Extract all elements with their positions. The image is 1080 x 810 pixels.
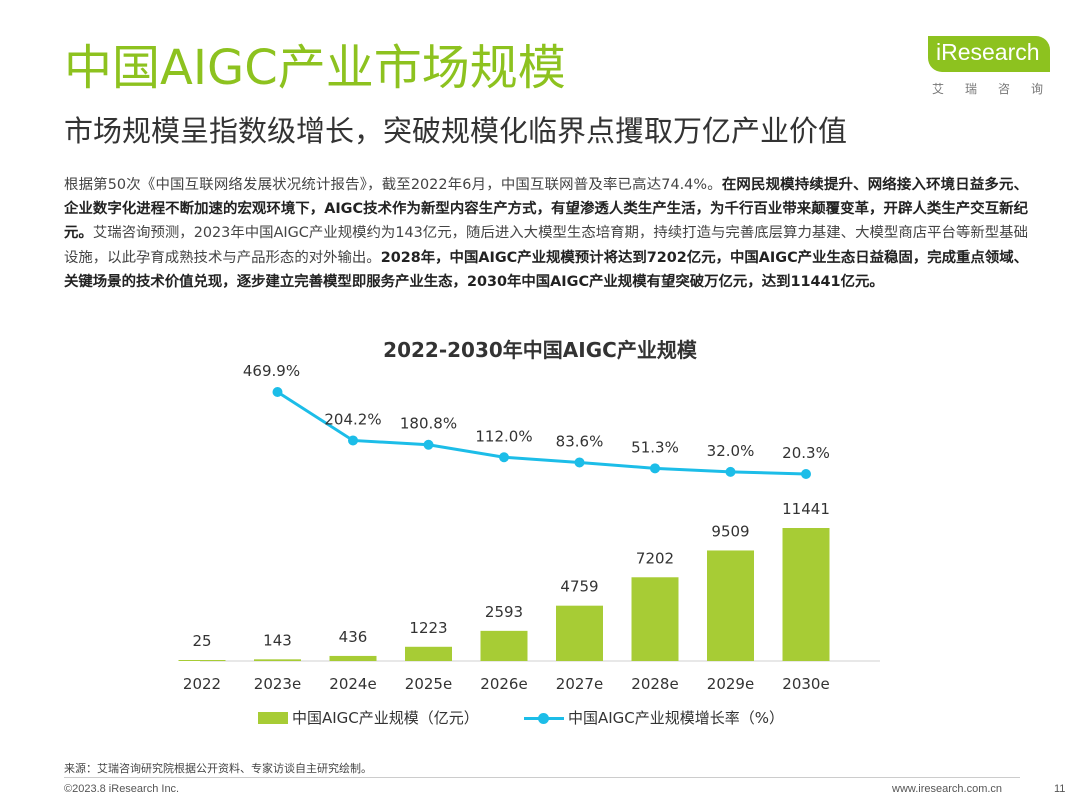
legend-line-swatch bbox=[524, 712, 564, 724]
growth-point-2027e bbox=[574, 457, 585, 468]
bar-label-2030e: 11441 bbox=[782, 500, 830, 518]
bar-2028e bbox=[631, 577, 679, 661]
growth-label-2029e: 32.0% bbox=[707, 442, 755, 460]
chart-title: 2022-2030年中国AIGC产业规模 bbox=[383, 338, 697, 362]
logo-badge: iResearch bbox=[928, 36, 1050, 72]
legend-item-bar: 中国AIGC产业规模（亿元） bbox=[258, 707, 479, 728]
chart-legend: 中国AIGC产业规模（亿元） 中国AIGC产业规模增长率（%） bbox=[0, 707, 1080, 731]
bar-2027e bbox=[556, 605, 603, 661]
growth-label-2024e: 204.2% bbox=[324, 410, 381, 428]
growth-rate-line bbox=[276, 390, 807, 476]
chart-area: 25 2022 143 2023e 436 2024e 1223 2025e 2593 2026e… bbox=[178, 362, 880, 693]
footer-divider bbox=[64, 777, 1020, 778]
copyright: ©2023.8 iResearch Inc. bbox=[64, 783, 180, 795]
growth-point-2030e bbox=[801, 469, 811, 479]
x-tick-2027e: 2027e bbox=[556, 675, 603, 693]
legend-bar-label: 中国AIGC产业规模（亿元） bbox=[292, 709, 479, 727]
growth-point-2026e bbox=[499, 452, 509, 463]
growth-point-2029e bbox=[725, 466, 736, 477]
bar-label-2023e: 143 bbox=[263, 631, 292, 649]
x-tick-2026e: 2026e bbox=[480, 675, 527, 693]
page-title: 中国AIGC产业市场规模 bbox=[64, 40, 566, 96]
page-number: 11 bbox=[1054, 783, 1066, 795]
bar-2029e bbox=[707, 550, 754, 661]
source-note: 来源：艾瑞咨询研究院根据公开资料、专家访谈自主研究绘制。 bbox=[64, 762, 372, 775]
bar-label-2025e: 1223 bbox=[409, 619, 447, 637]
bar-2026e bbox=[480, 630, 528, 661]
bar-label-2028e: 7202 bbox=[636, 549, 674, 567]
x-tick-2029e: 2029e bbox=[707, 675, 754, 693]
logo-subtext: 艾瑞咨询 bbox=[932, 82, 1065, 96]
x-tick-2024e: 2024e bbox=[329, 675, 376, 693]
legend-bar-swatch bbox=[258, 711, 288, 724]
growth-label-2028e: 51.3% bbox=[631, 438, 679, 456]
body-sentence-1: 根据第50次《中国互联网络发展状况统计报告》，截至2022年6月，中国互联网普及… bbox=[64, 177, 722, 193]
x-tick-2022: 2022 bbox=[183, 675, 221, 693]
bar-label-2024e: 436 bbox=[339, 628, 368, 646]
bar-label-2022: 25 bbox=[192, 632, 211, 650]
bar-2022 bbox=[178, 660, 226, 661]
growth-label-2027e: 83.6% bbox=[556, 432, 604, 450]
bar-2023e bbox=[254, 659, 301, 661]
growth-label-2025e: 180.8% bbox=[400, 415, 457, 433]
page-subtitle: 市场规模呈指数级增长，突破规模化临界点攫取万亿产业价值 bbox=[64, 114, 848, 148]
x-tick-2023e: 2023e bbox=[254, 675, 301, 693]
growth-point-2025e bbox=[423, 439, 434, 450]
bar-label-2029e: 9509 bbox=[711, 522, 749, 540]
legend-item-line: 中国AIGC产业规模增长率（%） bbox=[524, 707, 784, 728]
growth-label-2030e: 20.3% bbox=[782, 444, 830, 462]
logo-text: iResearch bbox=[936, 39, 1040, 65]
growth-label-2023e: 469.9% bbox=[243, 362, 300, 380]
website-link[interactable]: www.iresearch.com.cn bbox=[892, 783, 1003, 795]
bar-2025e bbox=[405, 646, 452, 661]
growth-label-2026e: 112.0% bbox=[475, 427, 532, 445]
growth-point-2024e bbox=[348, 435, 358, 446]
iresearch-logo: iResearch 艾瑞咨询 bbox=[928, 36, 1050, 96]
x-tick-2028e: 2028e bbox=[631, 675, 678, 693]
bar-label-2027e: 4759 bbox=[560, 578, 598, 596]
x-tick-2030e: 2030e bbox=[782, 675, 829, 693]
legend-line-label: 中国AIGC产业规模增长率（%） bbox=[568, 709, 785, 727]
body-sentence-2: 在网民规模持续提升、网络接入环境日益多元、企业数字化进程不断加速的宏观环境下，A… bbox=[64, 177, 1028, 242]
body-sentence-3: 艾瑞咨询预测，2023年中国AIGC产业规模约为143亿元，随后进入大模型生态培… bbox=[64, 225, 1028, 266]
body-sentence-4: 2028年，中国AIGC产业规模预计将达到7202亿元，中国AIGC产业生态日益… bbox=[64, 249, 1028, 290]
growth-point-2023e bbox=[272, 387, 283, 397]
body-paragraph: 根据第50次《中国互联网络发展状况统计报告》，截至2022年6月，中国互联网普及… bbox=[64, 173, 1028, 294]
bar-2024e bbox=[329, 655, 377, 661]
x-tick-2025e: 2025e bbox=[405, 675, 452, 693]
bar-label-2026e: 2593 bbox=[485, 603, 523, 621]
growth-point-2028e bbox=[650, 463, 660, 474]
bar-2030e bbox=[782, 528, 830, 661]
